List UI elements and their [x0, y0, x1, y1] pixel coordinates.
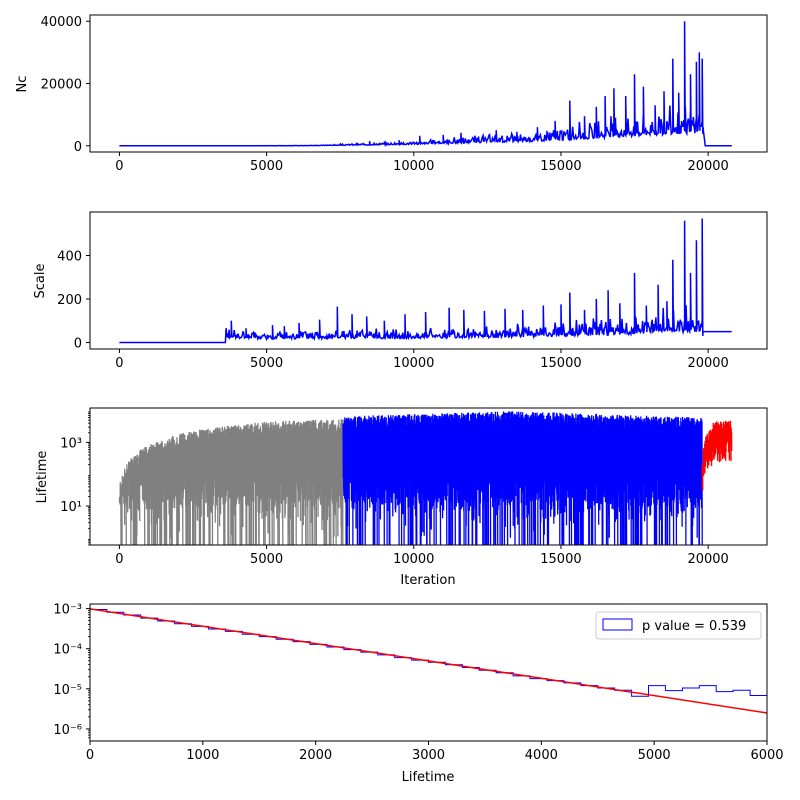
panel-scale: Scale 0 5000 10000 15000 20000 0 200 400 [33, 211, 768, 371]
x-tick-label: 5000 [250, 356, 283, 371]
lifetime-y-axis-label: Lifetime [35, 451, 50, 504]
scale-plot-area [119, 218, 732, 344]
y-tick-label: 20000 [41, 78, 82, 93]
nc-series-line [119, 21, 732, 148]
legend-swatch [602, 618, 633, 631]
nc-y-axis-label: Nc [15, 76, 30, 93]
y-tick-label: 10¹ [60, 500, 82, 515]
scale-axes-frame [89, 211, 768, 350]
y-tick-label: 0 [74, 336, 82, 351]
x-tick-label: 6000 [750, 748, 783, 763]
iteration-x-axis-label: Iteration [400, 573, 455, 588]
data-layer [90, 608, 767, 741]
lifetime-plot-area [118, 411, 733, 545]
scale-series-line [119, 218, 732, 344]
lifetime-x-axis-label: Lifetime [402, 770, 455, 785]
panel-nc: Nc 0 5000 10000 15000 20000 0 20000 40000 [15, 14, 768, 174]
lifetime-segment-blue [342, 411, 703, 545]
fit-line [90, 608, 767, 714]
y-tick-label: 10³ [60, 436, 82, 451]
panel-lifetime: Lifetime Iteration 0 5000 10000 15000 20000 1… [35, 407, 768, 588]
x-tick-label: 3000 [412, 748, 445, 763]
panel-histogram: Lifetime p value = 0.539 0 1000 2000 3000 40… [53, 603, 783, 785]
x-tick-label: 0 [115, 356, 123, 371]
x-tick-label: 15000 [540, 356, 581, 371]
x-tick-label: 5000 [250, 552, 283, 567]
x-tick-label: 15000 [540, 552, 581, 567]
x-tick-label: 20000 [687, 552, 728, 567]
x-tick-label: 15000 [540, 159, 581, 174]
x-tick-label: 0 [115, 552, 123, 567]
lifetime-segment-red [701, 420, 733, 491]
y-tick-label: 400 [57, 249, 82, 264]
data-layer [118, 411, 733, 545]
nc-plot-area [119, 21, 732, 148]
y-tick-label: 10⁻⁴ [53, 643, 82, 658]
x-tick-label: 10000 [393, 552, 434, 567]
y-tick-label: 200 [57, 293, 82, 308]
y-tick-label: 10⁻⁶ [53, 723, 82, 738]
x-tick-label: 5000 [250, 159, 283, 174]
data-layer [119, 21, 732, 148]
x-tick-label: 1000 [186, 748, 219, 763]
x-tick-label: 2000 [299, 748, 332, 763]
y-tick-label: 10⁻⁵ [53, 683, 82, 698]
histogram-plot-area [90, 608, 767, 741]
scale-y-axis-label: Scale [33, 264, 48, 299]
lifetime-axes-frame [89, 407, 768, 546]
x-tick-label: 4000 [525, 748, 558, 763]
legend-box [595, 611, 762, 640]
x-tick-label: 20000 [687, 356, 728, 371]
lifetime-segment-gray [118, 418, 344, 545]
y-tick-label: 10⁻³ [53, 603, 82, 618]
legend: p value = 0.539 [595, 611, 762, 640]
x-tick-label: 10000 [393, 356, 434, 371]
x-tick-label: 10000 [393, 159, 434, 174]
y-tick-label: 40000 [41, 15, 82, 30]
data-layer [119, 218, 732, 344]
x-tick-label: 5000 [638, 748, 671, 763]
x-tick-label: 0 [86, 748, 94, 763]
y-tick-label: 0 [74, 140, 82, 155]
x-tick-label: 0 [115, 159, 123, 174]
legend-label: p value = 0.539 [642, 619, 746, 634]
x-tick-label: 20000 [687, 159, 728, 174]
